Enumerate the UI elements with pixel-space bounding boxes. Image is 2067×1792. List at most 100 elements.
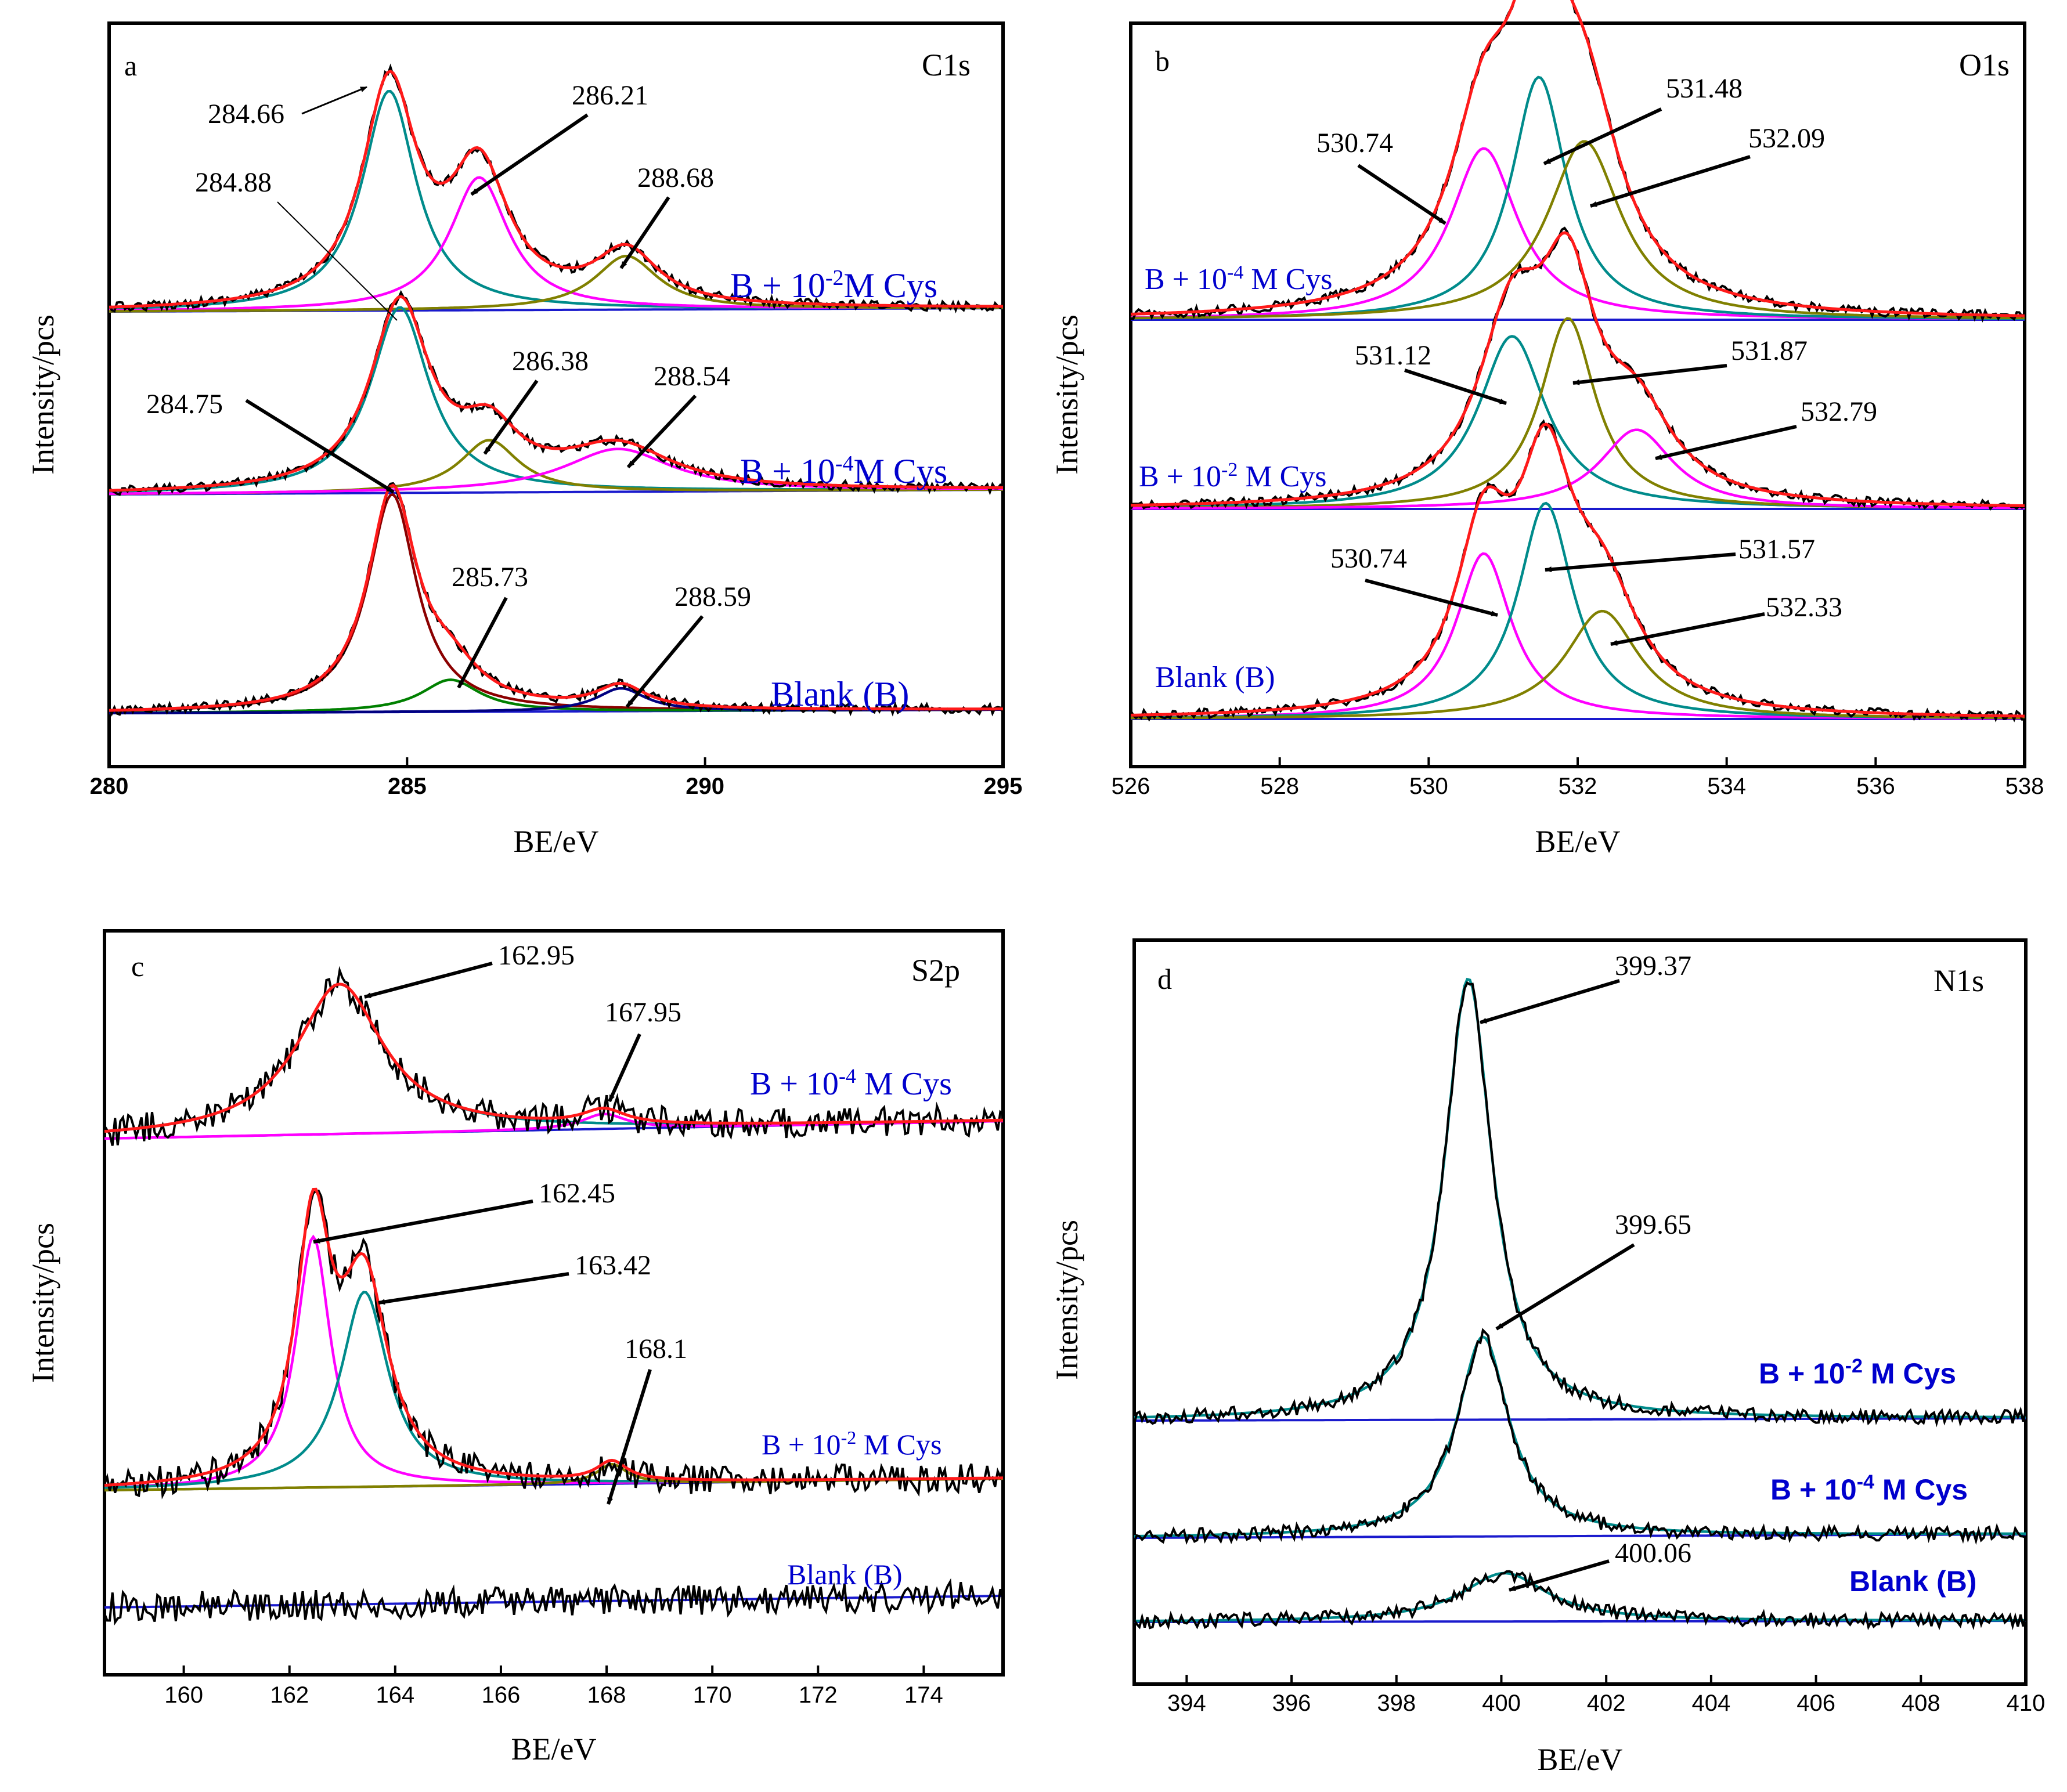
sample-label-base: B + 10: [1770, 1473, 1857, 1506]
sample-label: Blank (B): [1849, 1565, 1976, 1598]
peak-arrow: [1610, 612, 1765, 646]
x-tick-label: 295: [984, 774, 1023, 799]
raw-spectrum: [103, 1578, 1004, 1626]
x-tick-label: 285: [388, 774, 427, 799]
peak-label: 530.74: [1316, 128, 1393, 158]
sample-label-exponent: -2: [841, 1427, 857, 1448]
sample-label-unit: M Cys: [856, 1066, 952, 1102]
peak-label: 168.1: [625, 1334, 687, 1364]
peak-arrow: [313, 1200, 533, 1244]
peak-label: 532.09: [1748, 123, 1825, 154]
x-tick-label: 398: [1377, 1690, 1416, 1716]
peak-arrow: [1357, 164, 1446, 225]
spectrum-2: [103, 1578, 1004, 1626]
fit-envelope: [1130, 422, 2025, 718]
panel-b-xlabel: BE/eV: [1535, 824, 1621, 859]
peak-arrow: [608, 1033, 641, 1103]
raw-spectrum: [1133, 981, 2027, 1428]
spectrum-0: [1130, 0, 2026, 323]
sample-label-base: B + 10: [1759, 1357, 1845, 1390]
peak-arrow: [301, 86, 367, 115]
sample-label-base: B + 10: [1145, 263, 1227, 296]
peak-arrow: [1404, 368, 1507, 405]
peak-label: 163.42: [575, 1250, 651, 1281]
spectrum-1: [1133, 1328, 2026, 1545]
panel-b-xticks: 526 528 530 532 534 536 538: [1112, 757, 2044, 799]
sample-label: B + 10-2 M Cys: [1139, 459, 1327, 494]
raw-spectrum: [108, 482, 1004, 717]
spectrum-0: [103, 966, 1004, 1146]
x-tick-label: 406: [1797, 1690, 1835, 1716]
panel-d-curves: [1133, 977, 2027, 1631]
sample-label-base: B + 10: [762, 1428, 841, 1461]
fit-envelope: [1130, 0, 2025, 317]
sample-label: B + 10-2 M Cys: [762, 1427, 941, 1461]
sample-label-base: B + 10: [730, 266, 825, 305]
sample-label-exponent: -2: [1221, 459, 1238, 480]
peak-label: 288.59: [674, 581, 751, 612]
spectrum-1: [1130, 226, 2025, 511]
sample-label: Blank (B): [771, 675, 909, 713]
panel-b-letter: b: [1155, 45, 1170, 77]
sample-label-exponent: -4: [1857, 1471, 1874, 1493]
peak-arrow: [1543, 107, 1662, 165]
fit-envelope: [109, 483, 1003, 712]
panel-b: 526 528 530 532 534 536 538 b O1s BE/eV Intens…: [1049, 0, 2044, 859]
panel-a-ylabel: Intensity/pcs: [26, 315, 60, 475]
peak-label: 400.06: [1615, 1538, 1691, 1569]
sample-label-exponent: -2: [1845, 1355, 1863, 1377]
peak-label: 284.75: [146, 389, 223, 420]
peak-label: 399.65: [1615, 1209, 1691, 1240]
panel-d-xlabel: BE/eV: [1538, 1742, 1623, 1777]
x-tick-label: 404: [1692, 1690, 1731, 1716]
peak-label: 162.95: [498, 940, 575, 971]
sample-label: Blank (B): [787, 1558, 903, 1591]
peak-label: 167.95: [605, 997, 681, 1028]
peak-label: 284.66: [208, 99, 284, 129]
background-line: [1134, 1417, 2026, 1422]
spectrum-1: [108, 290, 1004, 496]
peak-arrow: [1509, 1559, 1610, 1592]
sample-label-exponent: -2: [825, 266, 844, 290]
peak-arrow: [1572, 364, 1727, 385]
peak-label: 532.33: [1766, 592, 1842, 623]
fit-envelope: [104, 982, 1003, 1133]
sample-label-unit: M Cys: [856, 1428, 941, 1461]
x-tick-label: 530: [1409, 774, 1448, 799]
sample-label-base: B + 10: [750, 1066, 839, 1102]
sample-label-exponent: -4: [1227, 262, 1243, 283]
panel-c-xticks: 160 162 164 166 168 170 172 174: [164, 1665, 943, 1708]
panel-d-xticks: 394 396 398 400 402 404 406 408 410: [1167, 1675, 2045, 1716]
x-tick-label: 394: [1167, 1690, 1206, 1716]
panel-c-curves: [103, 966, 1004, 1626]
component-peak: [109, 254, 1003, 313]
x-tick-label: 528: [1260, 774, 1299, 799]
fit-envelope: [109, 70, 1003, 309]
x-tick-label: 166: [482, 1682, 521, 1708]
x-tick-label: 170: [693, 1682, 732, 1708]
panel-b-title: O1s: [1959, 48, 2010, 82]
spectrum-2: [108, 482, 1004, 717]
peak-label: 285.73: [452, 562, 528, 592]
x-tick-label: 168: [587, 1682, 626, 1708]
x-tick-label: 400: [1482, 1690, 1521, 1716]
panel-b-ylabel: Intensity/pcs: [1049, 315, 1084, 475]
sample-label: B + 10-4 M Cys: [750, 1064, 952, 1102]
x-tick-label: 526: [1112, 774, 1150, 799]
spectrum-0: [108, 63, 1004, 313]
x-tick-label: 280: [90, 774, 129, 799]
sample-label: B + 10-2M Cys: [730, 266, 937, 305]
sample-label-base: B + 10: [1139, 460, 1221, 493]
component-peak: [1131, 140, 2025, 320]
sample-label: B + 10-4M Cys: [740, 451, 947, 490]
spectrum-1: [103, 1187, 1004, 1500]
x-tick-label: 162: [270, 1682, 309, 1708]
peak-label: 531.57: [1738, 534, 1815, 565]
component-peak: [1131, 609, 2025, 720]
fit-envelope: [109, 295, 1004, 492]
peak-label: 286.38: [512, 346, 589, 377]
sample-label: B + 10-2 M Cys: [1759, 1355, 1956, 1390]
panel-b-curves: [1130, 0, 2026, 722]
sample-label-unit: M Cys: [844, 266, 938, 305]
peak-arrow: [1480, 979, 1620, 1024]
